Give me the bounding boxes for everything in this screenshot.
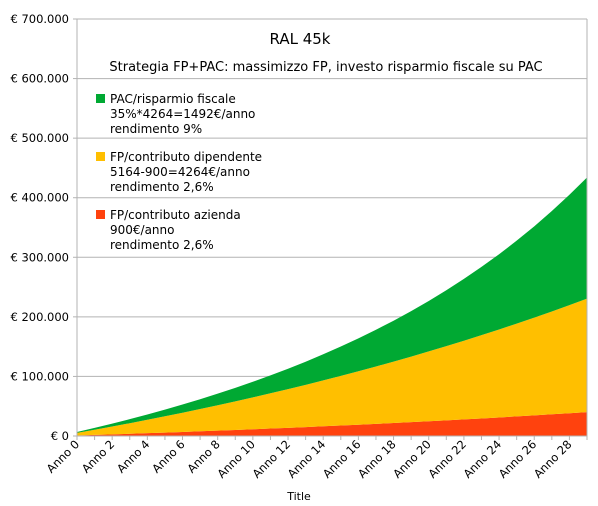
gridlines: [77, 18, 587, 437]
series-areas: [77, 177, 587, 436]
x-tick-label: Anno 6: [149, 437, 188, 476]
x-axis-title: Title: [286, 490, 311, 503]
legend-label: 35%*4264=1492€/anno: [110, 107, 255, 121]
legend-label: 900€/anno: [110, 223, 175, 237]
legend-label: 5164-900=4264€/anno: [110, 165, 250, 179]
y-tick-label: € 400.000: [10, 191, 69, 205]
axes: [73, 18, 588, 440]
y-tick-label: € 0: [51, 429, 69, 443]
legend-swatch: [96, 152, 105, 161]
legend-swatch: [96, 210, 105, 219]
x-tick-label: Anno 28: [531, 437, 575, 481]
legend-label: FP/contributo dipendente: [110, 150, 262, 164]
x-tick-label: Anno 4: [114, 437, 153, 476]
x-tick-label: Anno 2: [79, 437, 118, 476]
legend-label: PAC/risparmio fiscale: [110, 92, 236, 106]
series-area-2: [77, 298, 587, 436]
legend-label: rendimento 2,6%: [110, 180, 214, 194]
y-tick-label: € 600.000: [10, 72, 69, 86]
y-tick-label: € 500.000: [10, 131, 69, 145]
y-tick-labels: € 0 € 100.000 € 200.000 € 300.000 € 400.000 €…: [10, 12, 69, 443]
y-tick-label: € 200.000: [10, 310, 69, 324]
chart-subtitle: Strategia FP+PAC: massimizzo FP, investo…: [109, 60, 542, 75]
legend-label: FP/contributo azienda: [110, 208, 241, 222]
y-tick-label: € 300.000: [10, 250, 69, 264]
legend-label: rendimento 9%: [110, 122, 202, 136]
legend: PAC/risparmio fiscale35%*4264=1492€/anno…: [96, 92, 262, 252]
series-area-1: [77, 412, 587, 436]
legend-label: rendimento 2,6%: [110, 238, 214, 252]
chart-title: RAL 45k: [270, 30, 331, 48]
series-area-3: [77, 177, 587, 433]
legend-swatch: [96, 94, 105, 103]
y-tick-label: € 100.000: [10, 369, 69, 383]
y-tick-label: € 700.000: [10, 12, 69, 26]
